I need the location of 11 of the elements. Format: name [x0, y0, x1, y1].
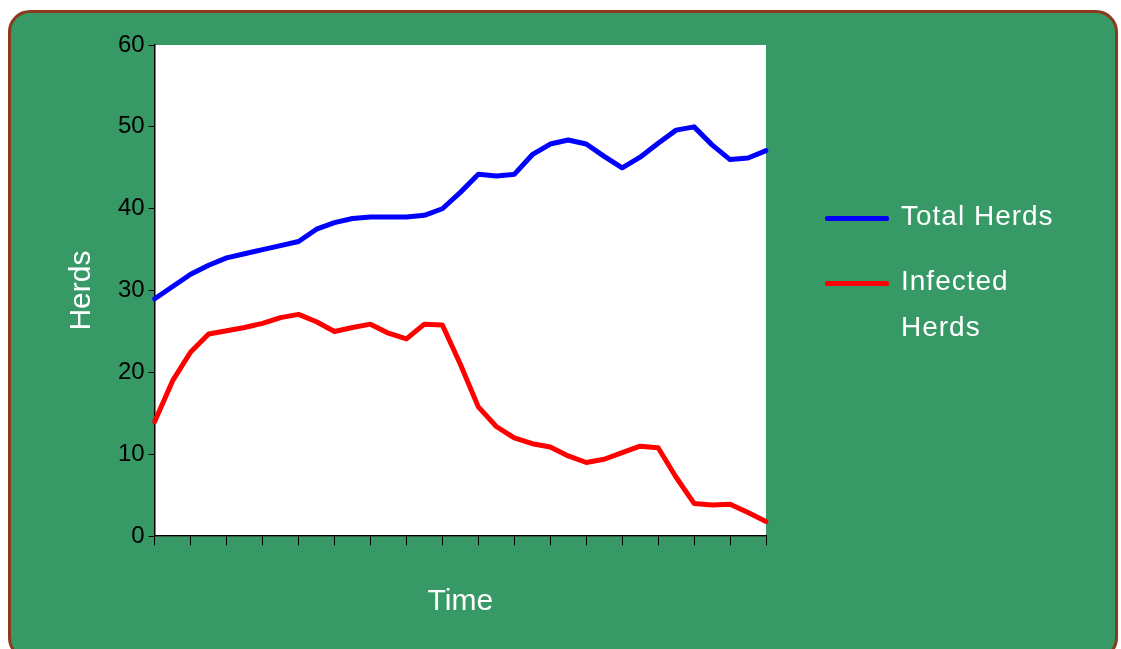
y-tick-label: 60: [117, 29, 145, 57]
legend-label: Infected Herds: [901, 264, 1010, 344]
legend-label: Total Herds: [901, 199, 1054, 233]
x-axis-title: Time: [427, 583, 494, 617]
y-tick-label: 0: [131, 520, 145, 548]
y-tick-label: 10: [117, 438, 145, 466]
y-tick-label: 40: [117, 193, 145, 221]
y-axis-title: Herds: [63, 250, 97, 331]
y-tick-label: 20: [117, 357, 145, 385]
y-tick-label: 30: [117, 275, 145, 303]
y-tick-label: 50: [117, 111, 145, 139]
